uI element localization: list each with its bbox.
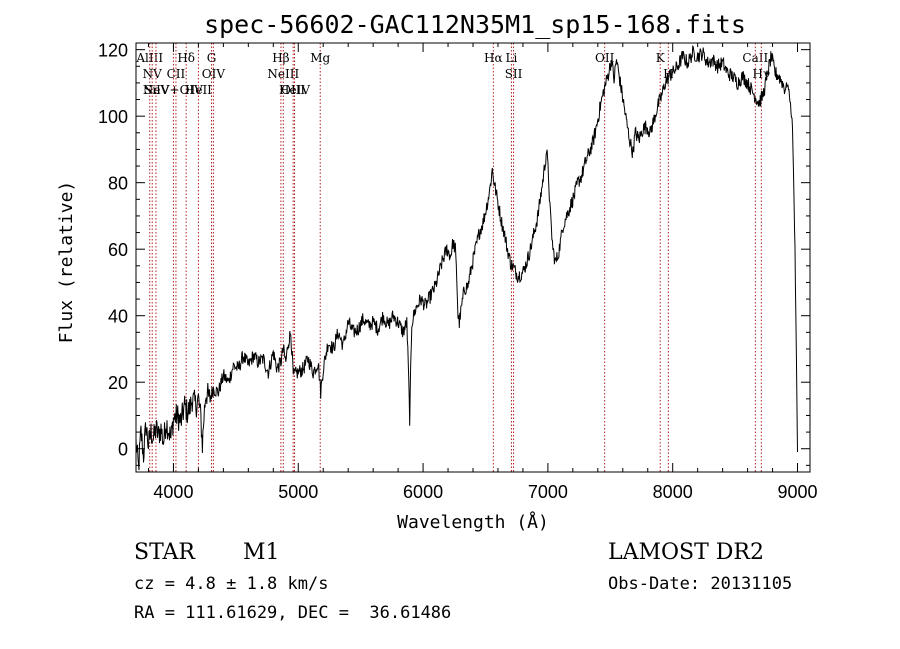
y-tick-label: 40 [108,307,128,327]
y-tick-label: 60 [108,240,128,260]
line-marker-label: Li [506,51,518,65]
line-marker-label: Mg [310,51,330,65]
line-marker-label: AlIII [135,51,163,65]
line-marker-label: G [207,51,217,65]
x-tick-label: 6000 [403,482,443,502]
x-tick-label: 8000 [653,482,693,502]
line-marker-label: NeIII [267,67,299,81]
spectrum-series [135,45,798,471]
y-tick-label: 120 [98,41,128,61]
object-subclass: M1 [243,540,280,565]
y-tick-label: 0 [118,440,128,460]
line-marker-label: OII [595,51,615,65]
line-marker-label: OIII [281,83,305,97]
y-tick-label: 100 [98,107,128,127]
survey-name: LAMOST DR2 [608,540,764,565]
line-marker-label: K [656,51,666,65]
object-class: STAR [134,540,195,565]
line-marker-label: NeV [143,83,170,97]
y-tick-label: 20 [108,373,128,393]
coordinates-info: RA = 111.61629, DEC = 36.61486 [134,603,452,623]
plot-frame [135,42,811,473]
line-marker-label: Hδ [177,51,195,65]
x-tick-label: 5000 [278,482,318,502]
line-marker-label: CaII [742,51,768,65]
x-tick-label: 7000 [528,482,568,502]
line-marker-label: HeII [185,83,212,97]
line-marker-label: CII [167,67,186,81]
line-marker-label: H [663,67,673,81]
axis-ticks: 4000 5000 6000 7000 8000 9000 0 20 40 60 80 100 120 [98,41,818,502]
x-tick-label: 9000 [777,482,817,502]
y-tick-label: 80 [108,174,128,194]
line-marker-label: HeIV [279,83,310,97]
line-marker-label: SII [505,67,523,81]
line-marker-label: NV [143,67,163,81]
redshift-info: cz = 4.8 ± 1.8 km/s [134,574,329,594]
line-marker-label: Hβ [272,51,289,65]
obs-date: Obs-Date: 20131105 [608,574,793,594]
x-axis-label: Wavelength (Å) [397,511,549,533]
x-tick-label: 4000 [153,482,193,502]
line-marker-label: SiIV+OIV [144,83,203,97]
chart-title: spec-56602-GAC112N35M1_sp15-168.fits [204,10,746,39]
y-axis-label: Flux (relative) [56,181,77,344]
spectrum-line [135,45,798,471]
line-marker-label: OIV [202,67,226,81]
line-marker-label: Hα [484,51,503,65]
